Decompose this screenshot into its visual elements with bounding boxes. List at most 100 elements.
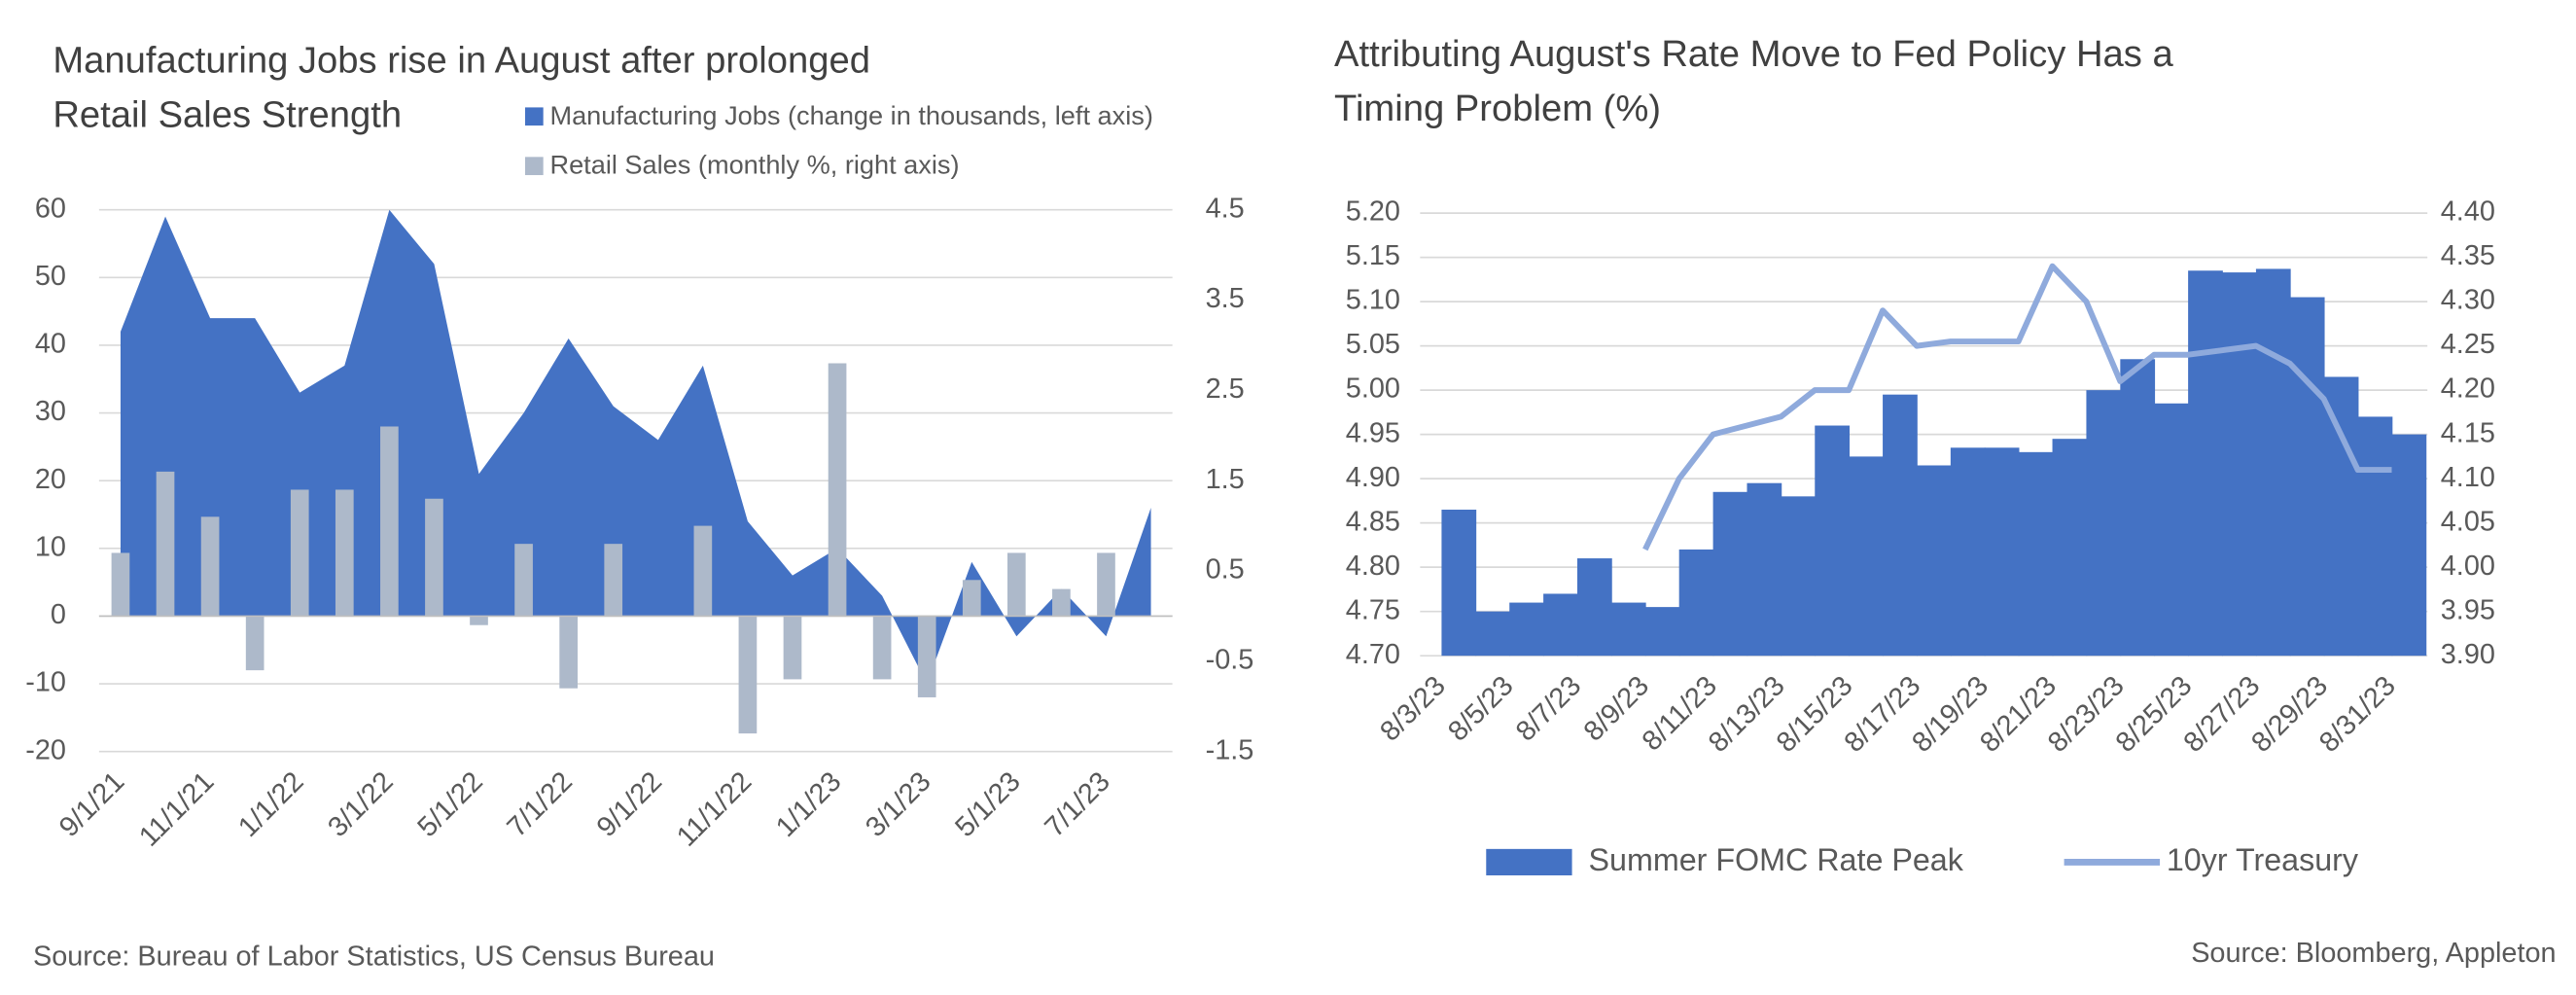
step-bar	[1916, 465, 1952, 657]
bar	[200, 516, 220, 617]
x-tick-label: 1/1/23	[770, 766, 847, 843]
x-tick-label: 3/1/22	[322, 766, 399, 843]
y-tick-label: 10	[35, 531, 66, 562]
step-bar	[1950, 447, 1986, 657]
x-tick-label: 3/1/23	[860, 766, 936, 843]
y-tick-label: 60	[35, 193, 66, 224]
step-bar	[1441, 509, 1477, 657]
y-tick-label: 4.95	[1346, 417, 1400, 448]
y-tick-label: 5.00	[1346, 373, 1400, 405]
y2-tick-label: 3.95	[2441, 594, 2495, 625]
x-tick-label: 8/21/23	[1974, 670, 2063, 759]
chart-title: Attributing August's Rate Move to Fed Po…	[1334, 33, 2173, 75]
y-tick-label: 0	[51, 599, 66, 630]
bar	[1097, 552, 1115, 617]
y2-tick-label: 4.10	[2441, 462, 2495, 493]
y2-tick-label: 4.40	[2441, 196, 2495, 228]
bar	[962, 580, 981, 617]
x-tick-label: 5/1/22	[411, 766, 488, 843]
y2-tick-label: -1.5	[1206, 734, 1254, 765]
y-tick-label: 30	[35, 396, 66, 427]
y2-tick-label: 4.00	[2441, 551, 2495, 582]
y2-tick-label: 0.5	[1206, 554, 1245, 586]
step-bar	[2154, 403, 2189, 657]
bar	[290, 489, 309, 617]
step-bar	[2052, 439, 2088, 657]
y-tick-label: 4.90	[1346, 462, 1400, 493]
step-bar	[2188, 270, 2223, 657]
x-tick-label: 11/1/22	[671, 766, 758, 853]
chart-title: Manufacturing Jobs rise in August after …	[53, 40, 870, 82]
step-bar	[1747, 482, 1782, 657]
y2-tick-label: 2.5	[1206, 373, 1245, 405]
x-tick-label: 8/27/23	[2178, 670, 2267, 759]
step-bar	[1712, 491, 1748, 657]
step-bar	[2323, 376, 2359, 657]
x-tick-label: 7/1/22	[502, 766, 579, 843]
y-tick-label: 5.10	[1346, 285, 1400, 316]
step-bar	[2391, 434, 2427, 657]
line	[1642, 263, 2392, 551]
bar	[783, 616, 802, 680]
chart-title: Timing Problem (%)	[1334, 88, 1661, 129]
bar	[1052, 588, 1071, 617]
y2-tick-label: 3.90	[2441, 639, 2495, 670]
step-bar	[1849, 456, 1884, 657]
y2-tick-label: 4.20	[2441, 373, 2495, 405]
step-bar	[2357, 416, 2393, 657]
bar	[917, 616, 936, 697]
y-tick-label: 5.20	[1346, 196, 1400, 228]
bar	[514, 544, 533, 617]
y2-tick-label: 3.5	[1206, 283, 1245, 314]
bar	[156, 471, 175, 617]
step-bar	[2255, 268, 2291, 657]
x-tick-label: 8/31/23	[2313, 670, 2402, 759]
step-bar	[2120, 359, 2156, 657]
legend-label: Retail Sales (monthly %, right axis)	[549, 150, 959, 180]
step-bar	[1984, 447, 2020, 657]
x-tick-label: 8/17/23	[1839, 670, 1927, 759]
step-bar	[1644, 607, 1680, 657]
x-tick-label: 8/13/23	[1703, 670, 1791, 759]
x-tick-label: 8/23/23	[2042, 670, 2131, 759]
y-tick-label: 4.70	[1346, 639, 1400, 670]
x-tick-label: 9/1/21	[53, 766, 130, 843]
x-tick-label: 7/1/23	[1039, 766, 1115, 843]
x-tick-label: 9/1/22	[591, 766, 668, 843]
x-tick-label: 5/1/23	[949, 766, 1026, 843]
step-bar	[2086, 390, 2122, 657]
chart-title: Retail Sales Strength	[53, 94, 402, 136]
bar	[425, 498, 443, 617]
x-tick-label: 8/15/23	[1771, 670, 1859, 759]
x-tick-label: 1/1/22	[232, 766, 309, 843]
x-tick-label: 8/25/23	[2110, 670, 2199, 759]
bar	[828, 363, 847, 617]
bar	[604, 544, 623, 617]
step-bar	[1543, 593, 1578, 657]
bar	[1006, 552, 1026, 617]
step-bar	[1509, 602, 1544, 657]
y2-tick-label: 4.35	[2441, 240, 2495, 271]
bar	[111, 552, 130, 617]
step-bar	[1610, 602, 1646, 657]
x-tick-label: 8/3/23	[1374, 670, 1451, 747]
bar	[693, 525, 713, 617]
step-bar	[1815, 425, 1851, 657]
y-tick-label: -10	[25, 667, 66, 698]
step-bar	[1781, 496, 1817, 657]
step-bar	[2289, 297, 2325, 657]
y-tick-label: 4.80	[1346, 551, 1400, 582]
y2-tick-label: 4.05	[2441, 506, 2495, 537]
step-bar	[1475, 611, 1511, 657]
x-tick-label: 8/29/23	[2245, 670, 2334, 759]
source-note: Source: Bloomberg, Appleton	[2191, 938, 2556, 969]
y2-tick-label: -0.5	[1206, 644, 1254, 675]
y-tick-label: 4.75	[1346, 594, 1400, 625]
y-tick-label: 4.85	[1346, 506, 1400, 537]
source-note: Source: Bureau of Labor Statistics, US C…	[33, 942, 715, 973]
step-bar	[1883, 394, 1918, 657]
bar	[872, 616, 892, 680]
legend-label: 10yr Treasury	[2167, 842, 2359, 877]
